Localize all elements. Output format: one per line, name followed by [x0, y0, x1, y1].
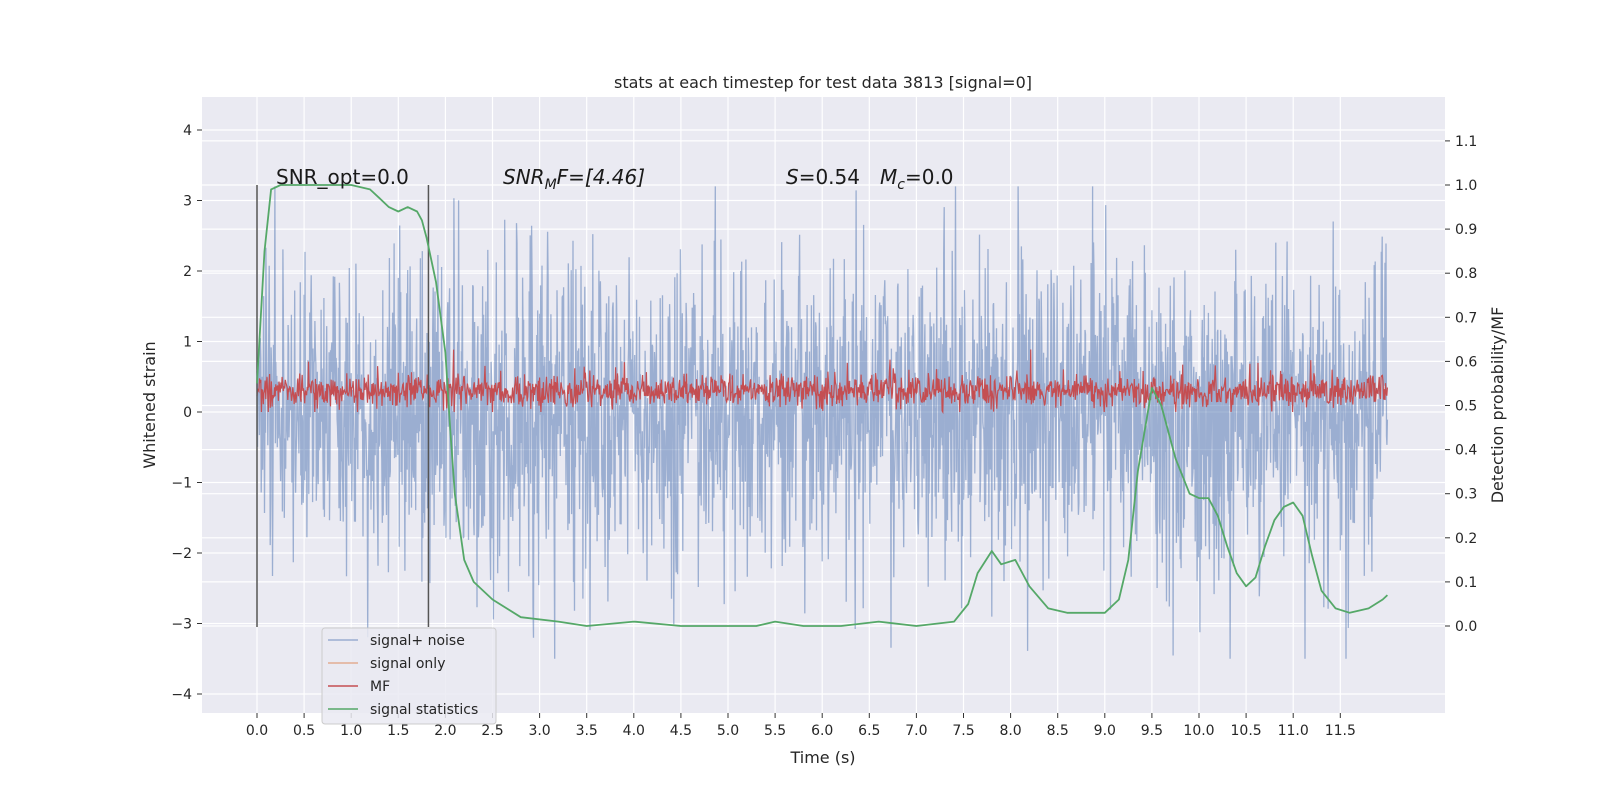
x-tick-label-7.5: 7.5	[952, 723, 974, 739]
y-tick-label-3: 1	[183, 335, 192, 351]
s-value: =0.54	[799, 165, 860, 189]
annotation-mc: Mc=0.0	[880, 165, 954, 193]
y2-tick-label-0.3: 0.3	[1455, 487, 1477, 503]
x-tick-label-7.0: 7.0	[905, 723, 927, 739]
legend-label-mf: MF	[370, 679, 390, 695]
x-tick-label-3.0: 3.0	[528, 723, 550, 739]
x-tick-label-5.0: 5.0	[717, 723, 739, 739]
snr-mf-base: SNR	[503, 165, 545, 189]
y-tick-label-5: −1	[171, 476, 192, 492]
y2-tick-label-1.0: 1.0	[1455, 178, 1477, 194]
legend-box	[321, 627, 497, 725]
legend-label-signal-noise: signal+ noise	[370, 633, 465, 649]
x-tick-label-2.5: 2.5	[481, 723, 503, 739]
legend-label-signal-only: signal only	[370, 656, 445, 672]
y2-tick-label-0.0: 0.0	[1455, 619, 1477, 635]
annotation-snr-opt: SNR_opt=0.0	[276, 165, 409, 189]
y2-tick-label-0.5: 0.5	[1455, 399, 1477, 415]
y-tick-label-2: 2	[183, 264, 192, 280]
y-tick-label-6: −2	[171, 546, 192, 562]
x-tick-label-5.5: 5.5	[764, 723, 786, 739]
y-axis-label: Whitened strain	[140, 341, 159, 468]
signal-noise-line	[256, 186, 1389, 659]
s-label: S	[786, 165, 799, 189]
x-tick-label-1.5: 1.5	[387, 723, 409, 739]
y-tick-label-0: 4	[183, 123, 192, 139]
x-tick-label-4.0: 4.0	[623, 723, 645, 739]
x-tick-label-6.0: 6.0	[811, 723, 833, 739]
x-tick-label-11.0: 11.0	[1278, 723, 1309, 739]
x-tick-label-10.0: 10.0	[1183, 723, 1214, 739]
x-tick-label-11.5: 11.5	[1325, 723, 1356, 739]
series-mf	[256, 349, 1388, 415]
chart-title: stats at each timestep for test data 381…	[614, 73, 1032, 92]
x-tick-label-0.5: 0.5	[293, 723, 315, 739]
x-tick-label-9.0: 9.0	[1094, 723, 1116, 739]
y2-tick-label-0.9: 0.9	[1455, 222, 1477, 238]
y-tick-label-8: −4	[171, 687, 192, 703]
y2-axis-label: Detection probability/MF	[1488, 307, 1507, 504]
y-tick-label-1: 3	[183, 194, 192, 210]
y2-tick-label-0.7: 0.7	[1455, 310, 1477, 326]
axis-ticks: 0.0 0.5 1.0 1.5 2.0 2.5 3.0 3.5 4.0 4.5 5.0 5.5 6.0 6…	[171, 123, 1477, 739]
x-tick-label-10.5: 10.5	[1231, 723, 1262, 739]
x-tick-label-1.0: 1.0	[340, 723, 362, 739]
x-tick-label-8.0: 8.0	[999, 723, 1021, 739]
x-tick-label-9.5: 9.5	[1141, 723, 1163, 739]
series-signal-noise	[256, 186, 1389, 659]
annotation-s: S=0.54	[786, 165, 860, 189]
y2-tick-label-0.4: 0.4	[1455, 443, 1477, 459]
y2-tick-label-0.2: 0.2	[1455, 531, 1477, 547]
x-tick-label-4.5: 4.5	[670, 723, 692, 739]
y2-tick-label-0.6: 0.6	[1455, 354, 1477, 370]
x-tick-label-8.5: 8.5	[1047, 723, 1069, 739]
y-tick-label-7: −3	[171, 617, 192, 633]
y2-tick-label-0.8: 0.8	[1455, 266, 1477, 282]
y-tick-label-4: 0	[183, 405, 192, 421]
snr-mf-sub: M	[545, 177, 557, 193]
legend-label-signal-statistics: signal statistics	[370, 702, 478, 718]
mc-label: M	[880, 165, 897, 189]
x-tick-label-0.0: 0.0	[246, 723, 268, 739]
x-tick-label-6.5: 6.5	[858, 723, 880, 739]
signal-statistics-line	[256, 184, 1389, 627]
y2-tick-label-0.1: 0.1	[1455, 575, 1477, 591]
mc-value: =0.0	[905, 165, 954, 189]
marker-lines	[256, 184, 430, 628]
y2-tick-label-1.1: 1.1	[1455, 134, 1477, 150]
annotation-snr-mf: SNRMF=[4.46]	[503, 165, 645, 193]
x-tick-label-3.5: 3.5	[576, 723, 598, 739]
snr-mf-rest: F=[4.46]	[557, 165, 645, 189]
series-signal-statistics	[256, 184, 1389, 627]
x-tick-label-2.0: 2.0	[434, 723, 456, 739]
legend: signal+ noise signal only MF signal stat…	[321, 627, 497, 725]
x-axis-label: Time (s)	[789, 748, 855, 767]
mc-sub: c	[897, 177, 905, 193]
mf-line	[256, 349, 1388, 415]
